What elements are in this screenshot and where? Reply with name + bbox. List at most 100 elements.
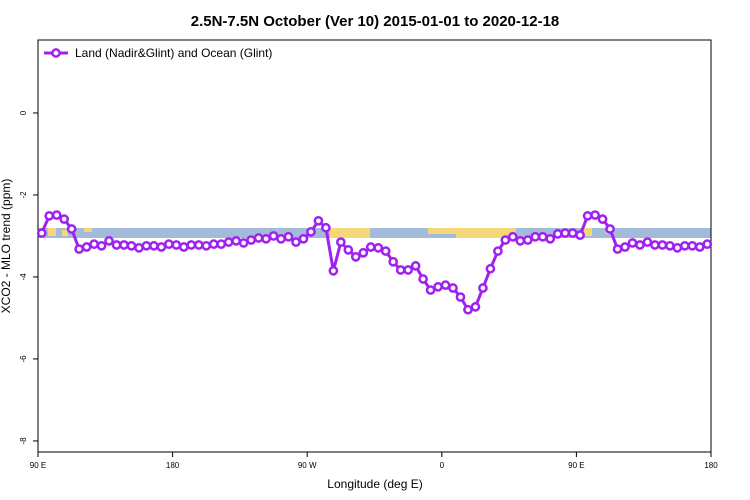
data-point bbox=[59, 214, 70, 224]
data-point bbox=[238, 238, 249, 248]
data-point bbox=[164, 239, 174, 250]
data-point bbox=[321, 222, 331, 233]
data-point bbox=[44, 211, 55, 221]
data-point bbox=[612, 244, 623, 254]
y-tick-label: -4 bbox=[19, 273, 28, 281]
data-point bbox=[500, 235, 511, 245]
data-point bbox=[51, 210, 62, 220]
data-point bbox=[560, 228, 571, 238]
data-point bbox=[687, 240, 698, 251]
data-point bbox=[605, 224, 615, 234]
data-point bbox=[672, 242, 683, 253]
data-point bbox=[253, 233, 264, 243]
legend-marker bbox=[51, 48, 61, 58]
data-point bbox=[126, 240, 137, 251]
data-point bbox=[380, 246, 391, 256]
data-point bbox=[642, 237, 653, 247]
data-point bbox=[665, 240, 675, 251]
y-tick-label: -2 bbox=[19, 191, 28, 199]
y-tick-label: -8 bbox=[19, 437, 28, 445]
data-point bbox=[515, 236, 526, 246]
data-point bbox=[507, 231, 518, 242]
x-tick-label: 90 E bbox=[568, 461, 584, 470]
data-point bbox=[545, 233, 556, 244]
data-point bbox=[223, 237, 234, 247]
data-point bbox=[268, 231, 279, 241]
data-point bbox=[216, 239, 227, 250]
data-point bbox=[493, 246, 503, 256]
data-point bbox=[530, 231, 541, 242]
data-point bbox=[111, 240, 122, 250]
data-point bbox=[298, 233, 309, 244]
data-point bbox=[336, 237, 346, 247]
data-point bbox=[552, 229, 563, 239]
data-point bbox=[597, 214, 608, 224]
data-point bbox=[702, 239, 713, 250]
x-tick-label: 180 bbox=[704, 461, 718, 470]
data-point bbox=[627, 238, 638, 248]
data-point bbox=[201, 240, 212, 251]
x-tick-label: 0 bbox=[440, 461, 445, 470]
data-point bbox=[403, 265, 413, 275]
x-tick-label: 90 E bbox=[30, 461, 46, 470]
data-point bbox=[74, 244, 84, 254]
data-point bbox=[582, 211, 593, 221]
data-point bbox=[657, 240, 668, 250]
data-point bbox=[276, 233, 286, 244]
data-point bbox=[186, 240, 197, 250]
data-point bbox=[104, 236, 114, 246]
data-point bbox=[134, 242, 144, 253]
data-point bbox=[448, 283, 458, 293]
data-point bbox=[522, 235, 533, 245]
chart-title: 2.5N-7.5N October (Ver 10) 2015-01-01 to… bbox=[191, 13, 560, 30]
data-point bbox=[470, 302, 481, 312]
data-point bbox=[193, 240, 204, 250]
data-point bbox=[119, 240, 129, 250]
data-point bbox=[313, 215, 324, 226]
data-point bbox=[365, 242, 376, 252]
legend-label: Land (Nadir&Glint) and Ocean (Glint) bbox=[75, 46, 272, 60]
data-point bbox=[283, 231, 294, 242]
data-point bbox=[537, 231, 548, 242]
y-tick-label: -6 bbox=[19, 355, 28, 363]
data-point bbox=[478, 283, 488, 293]
data-point bbox=[350, 252, 361, 262]
data-point bbox=[455, 292, 466, 302]
data-point bbox=[306, 227, 316, 237]
x-tick-label: 90 W bbox=[298, 461, 317, 470]
data-point bbox=[328, 265, 339, 276]
data-point bbox=[261, 233, 271, 244]
data-point bbox=[440, 280, 451, 291]
data-point bbox=[388, 256, 399, 267]
data-point bbox=[81, 242, 92, 252]
x-tick-label: 180 bbox=[166, 461, 180, 470]
data-point bbox=[171, 240, 182, 250]
x-axis-label: Longitude (deg E) bbox=[327, 477, 422, 491]
data-point bbox=[358, 247, 369, 258]
data-point bbox=[373, 242, 384, 253]
data-point bbox=[96, 240, 107, 251]
y-tick-label: 0 bbox=[19, 110, 28, 115]
y-axis-label: XCO2 - MLO trend (ppm) bbox=[0, 179, 13, 314]
data-point bbox=[156, 242, 167, 252]
data-point bbox=[575, 230, 585, 240]
data-point bbox=[343, 245, 354, 255]
data-point bbox=[650, 240, 660, 250]
data-point bbox=[463, 304, 473, 315]
data-point bbox=[485, 263, 496, 274]
data-point bbox=[567, 228, 578, 238]
data-point bbox=[418, 274, 428, 284]
data-point bbox=[89, 239, 99, 250]
data-point bbox=[36, 228, 47, 238]
data-point bbox=[149, 240, 159, 251]
data-point bbox=[425, 285, 436, 295]
data-point bbox=[635, 240, 645, 250]
data-point bbox=[590, 210, 600, 220]
data-point bbox=[231, 236, 242, 246]
data-point bbox=[291, 237, 301, 247]
data-point bbox=[410, 261, 421, 271]
data-point bbox=[395, 265, 406, 275]
data-point bbox=[178, 242, 189, 252]
data-point bbox=[433, 281, 443, 292]
